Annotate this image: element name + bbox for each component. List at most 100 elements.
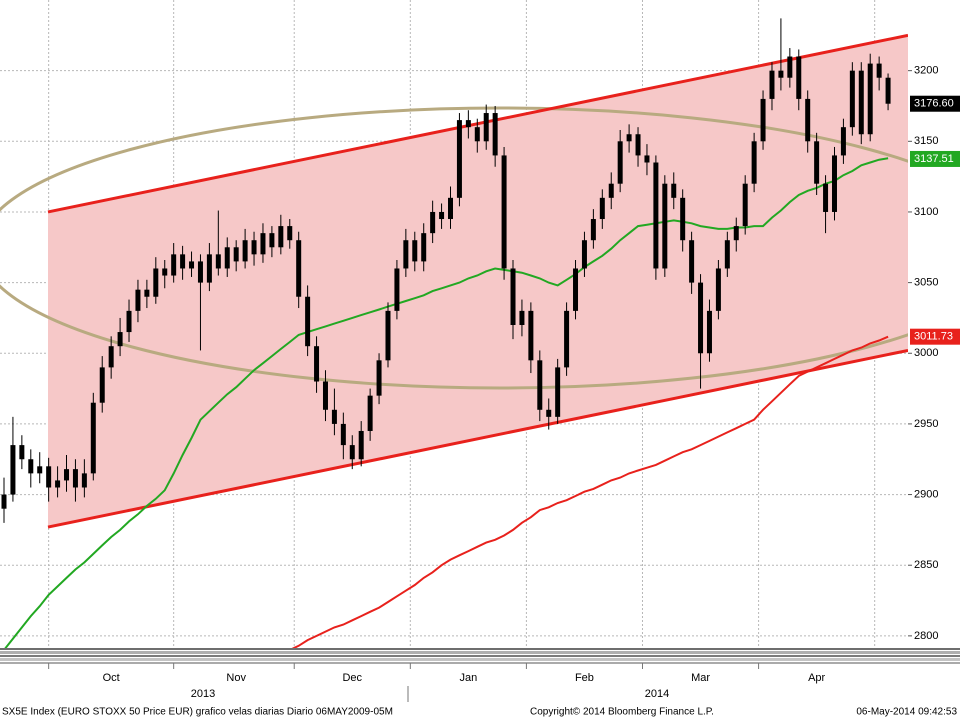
candle-body: [635, 134, 641, 156]
candle-body: [233, 247, 239, 262]
candle-body: [510, 268, 516, 325]
candle-body: [715, 268, 721, 311]
candle-body: [37, 466, 43, 474]
axes: 2800 2850 2900 2950 3000 3050 3100 3150 3200 Oct N…: [48, 65, 960, 700]
candle-body: [322, 381, 328, 410]
ellipse-annotation: [0, 106, 908, 390]
candle-body: [439, 211, 445, 220]
candle-body: [81, 473, 87, 488]
band: [0, 648, 960, 650]
candle-body: [698, 282, 704, 354]
x-tick-label: Apr: [808, 672, 825, 684]
candle-body: [180, 254, 186, 269]
y-tick-label: 3050: [914, 277, 938, 289]
y-tick-label: 2850: [914, 559, 938, 571]
candle-body: [769, 70, 775, 99]
candle-body: [814, 141, 820, 184]
candle-body: [197, 261, 203, 283]
candle-body: [99, 367, 105, 403]
candle-body: [251, 240, 257, 255]
candle-body: [224, 247, 230, 269]
candle-body: [680, 197, 686, 241]
candle-body: [465, 120, 471, 128]
candle-body: [189, 261, 195, 269]
band: [0, 658, 960, 661]
candle-body: [474, 127, 480, 142]
candle-body: [28, 459, 34, 474]
candle-body: [546, 409, 552, 417]
candle-body: [644, 155, 650, 163]
y-tick-label: 3200: [914, 65, 938, 77]
moving-average: [291, 335, 889, 648]
candle-body: [724, 240, 730, 269]
moving-average: [4, 157, 889, 648]
candle-body: [537, 360, 543, 410]
y-tick-label: 3000: [914, 347, 938, 359]
candle-body: [849, 70, 855, 128]
candle-body: [10, 445, 16, 495]
candle-body: [1, 494, 7, 509]
candle-body: [162, 268, 168, 276]
candle-body: [617, 141, 623, 184]
candle-body: [367, 395, 373, 431]
candle-body: [501, 155, 507, 269]
candle-body: [706, 310, 712, 354]
x-tick-label: Mar: [691, 672, 710, 684]
candle-body: [278, 226, 284, 248]
candle-body: [662, 183, 668, 269]
footer-left: SX5E Index (EURO STOXX 50 Price EUR) gra…: [2, 707, 393, 718]
price-box: [910, 95, 960, 112]
candle-body: [760, 98, 766, 142]
candle-body: [412, 240, 418, 262]
y-tick-label: 3100: [914, 206, 938, 218]
x-tick-label: Dec: [342, 672, 362, 684]
band: [0, 651, 960, 654]
candle-body: [448, 197, 453, 220]
candle-body: [296, 240, 302, 297]
trendline: [47, 33, 908, 214]
ellipse: [0, 106, 908, 390]
candle-body: [492, 113, 498, 156]
footer-right: 06-May-2014 09:42:53: [856, 707, 957, 718]
candle-body: [314, 346, 320, 382]
candle-body: [55, 480, 61, 488]
scrollbar: [0, 648, 960, 702]
candle-body: [840, 127, 846, 156]
candle-body: [269, 233, 275, 248]
y-tick-label: 2800: [914, 630, 938, 642]
candle-body: [653, 162, 659, 269]
candle-body: [358, 430, 364, 460]
x-tick-label: Feb: [575, 672, 594, 684]
trendline: [47, 348, 908, 529]
candle-body: [787, 56, 793, 78]
footer-center: Copyright© 2014 Bloomberg Finance L.P.: [530, 707, 714, 718]
candle-body: [581, 240, 587, 269]
candle-body: [831, 155, 837, 212]
candle-body: [733, 226, 739, 241]
candle-body: [421, 233, 427, 262]
y-tick-label: 2900: [914, 488, 938, 500]
x-tick-label: Jan: [459, 672, 477, 684]
year-label: 2013: [191, 688, 215, 700]
candle-body: [430, 211, 436, 234]
candle-body: [117, 332, 123, 347]
candle-body: [564, 310, 570, 368]
candle-body: [885, 77, 891, 104]
candle-body: [331, 409, 337, 424]
plot: [1, 18, 908, 648]
candle-body: [867, 63, 873, 135]
candle-body: [19, 445, 25, 460]
candle-body: [671, 183, 677, 198]
price-box-label: 3176.60: [914, 98, 954, 110]
candle-body: [135, 289, 141, 311]
candle-body: [349, 445, 355, 460]
candle-body: [555, 367, 561, 417]
candle-body: [599, 197, 605, 220]
candle-body: [519, 310, 525, 325]
candle-body: [528, 310, 534, 361]
year-label: 2014: [645, 688, 669, 700]
candle-body: [206, 254, 212, 283]
candle-body: [590, 219, 596, 241]
candle-body: [90, 402, 96, 474]
